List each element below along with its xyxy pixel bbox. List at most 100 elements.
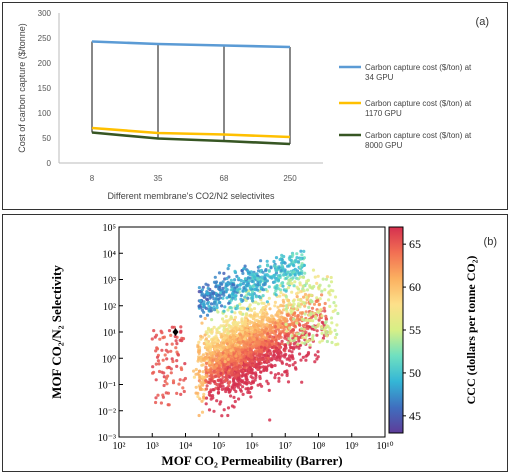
scatter-point [234, 294, 238, 298]
scatter-point [320, 331, 324, 335]
scatter-point [249, 313, 253, 317]
scatter-point [259, 259, 263, 263]
scatter-point [264, 304, 268, 308]
line-chart-svg: (a) 0 50 100 150 200 250 300 8 35 68 250 Different m… [17, 9, 489, 201]
scatter-point [161, 395, 165, 399]
scatter-point [173, 334, 177, 339]
scatter-point [265, 322, 269, 326]
scatter-point [293, 273, 297, 277]
scatter-point [290, 290, 294, 294]
scatter-point [221, 280, 225, 284]
scatter-point [215, 399, 219, 403]
scatter-point [202, 392, 206, 396]
scatter-point [272, 317, 276, 321]
colorbar-tick-label: 60 [409, 280, 421, 294]
scatter-point [262, 369, 266, 373]
scatter-point [285, 329, 289, 333]
scatter-point [233, 344, 238, 348]
scatter-chart-svg: 10² 10³ 10⁴ 10⁵ 10⁶ 10⁷ 10⁸ 10⁹ 10¹⁰ 10⁻³ 10⁻² 10⁻¹… [49, 223, 497, 468]
scatter-point [291, 363, 295, 367]
scatter-point [253, 332, 257, 336]
scatter-point [239, 333, 243, 337]
scatter-point [239, 293, 243, 298]
scatter-point [303, 271, 307, 275]
scatter-point [200, 410, 205, 414]
scatter-point [234, 354, 238, 358]
scatter-point [292, 264, 296, 268]
scatter-point [154, 400, 158, 405]
scatter-point [245, 328, 249, 332]
scatter-point [203, 333, 207, 337]
scatter-point [247, 289, 251, 293]
scatter-point [254, 371, 258, 375]
scatter-point [257, 269, 261, 273]
scatter-point [221, 317, 225, 321]
scatter-point [259, 353, 264, 357]
scatter-point [334, 304, 338, 308]
scatter-point [299, 358, 303, 362]
scatter-point [244, 312, 249, 316]
scatter-point [233, 297, 238, 301]
scatter-point [249, 363, 253, 367]
scatter-point [284, 317, 288, 321]
panel-b-scatter-chart: 10² 10³ 10⁴ 10⁵ 10⁶ 10⁷ 10⁸ 10⁹ 10¹⁰ 10⁻³ 10⁻² 10⁻¹… [2, 214, 508, 472]
scatter-point [215, 303, 219, 307]
scatter-point [259, 370, 263, 374]
scatter-point [280, 373, 284, 377]
scatter-point [175, 342, 179, 346]
scatter-point [285, 270, 290, 274]
scatter-point [194, 385, 198, 389]
scatter-point [277, 266, 281, 270]
scatter-point [197, 413, 201, 418]
scatter-point [268, 343, 272, 347]
scatter-point [209, 373, 213, 378]
scatter-point [302, 295, 306, 299]
scatter-point [225, 352, 229, 356]
scatter-point [280, 311, 284, 315]
scatter-point [302, 327, 306, 331]
scatter-point [267, 296, 271, 300]
scatter-point [297, 346, 301, 350]
scatter-point [273, 325, 277, 329]
scatter-point [258, 296, 262, 300]
scatter-point [212, 380, 216, 384]
scatter-point [311, 334, 315, 338]
scatter-point [223, 362, 227, 366]
scatter-point [273, 363, 277, 368]
scatter-point [223, 336, 227, 340]
scatter-point [269, 330, 273, 335]
colorbar-tick-label: 65 [409, 237, 421, 251]
scatter-point [210, 318, 214, 322]
scatter-point [203, 316, 207, 321]
scatter-point [175, 391, 179, 395]
scatter-point [248, 350, 253, 354]
scatter-point [204, 282, 208, 286]
scatter-point [223, 387, 227, 391]
scatter-point [150, 337, 154, 341]
scatter-point [263, 273, 267, 277]
scatter-point [239, 365, 243, 369]
scatter-point [292, 317, 296, 321]
scatter-point [221, 289, 225, 293]
scatter-point [243, 331, 248, 335]
y-tick-label: 250 [38, 34, 52, 43]
scatter-point [287, 349, 291, 353]
scatter-point [269, 371, 273, 375]
scatter-point [220, 335, 224, 339]
scatter-point [252, 313, 256, 317]
scatter-point [256, 282, 260, 286]
scatter-point [240, 348, 244, 352]
scatter-point [286, 333, 290, 338]
scatter-point [298, 281, 302, 285]
scatter-point [206, 368, 210, 372]
scatter-point [169, 333, 173, 337]
scatter-point [238, 287, 242, 291]
x-tick-label: 10⁷ [279, 441, 293, 452]
scatter-point [289, 311, 293, 315]
scatter-point [262, 360, 267, 364]
scatter-point [278, 356, 282, 360]
y-tick-label: 10⁵ [103, 223, 117, 234]
scatter-point [224, 314, 228, 318]
scatter-point [161, 336, 165, 340]
scatter-point [246, 276, 250, 280]
